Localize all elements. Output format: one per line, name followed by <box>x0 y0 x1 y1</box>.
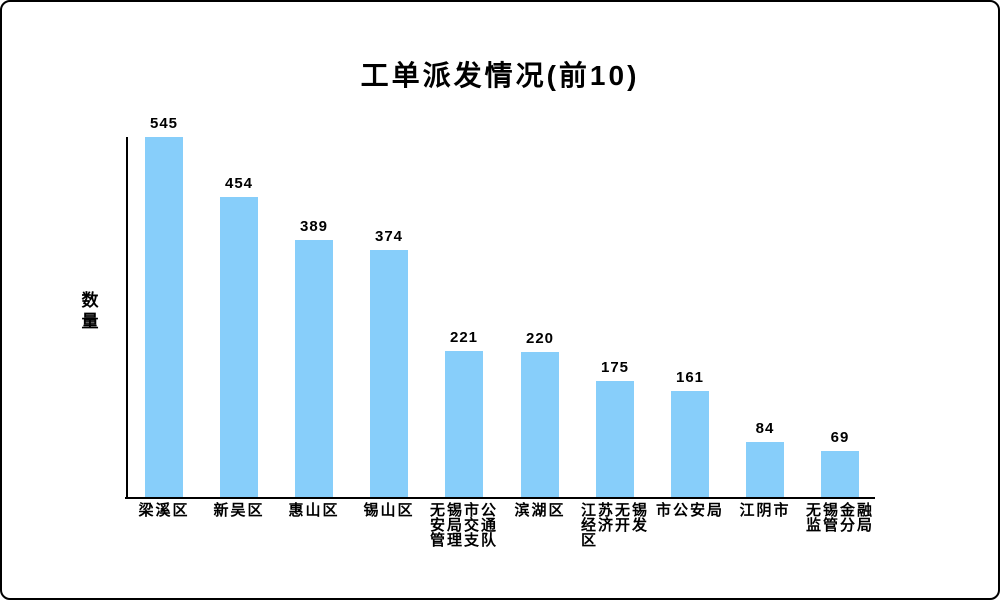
bar <box>295 240 333 497</box>
x-axis-category-label-line: 经济开发 <box>580 517 650 534</box>
x-axis-category-label: 江苏无锡 经济开发区 <box>581 503 649 548</box>
bar <box>821 451 859 497</box>
bar-value-label: 84 <box>755 420 775 437</box>
x-axis-category-label: 无锡市公 安局交通 管理支队 <box>430 503 498 548</box>
x-axis-category-label-line: 滨湖区 <box>514 502 566 519</box>
x-axis-category-label-line: 锡山区 <box>363 502 415 519</box>
x-axis-category-label-line: 江阴市 <box>739 502 791 519</box>
bar <box>521 352 559 497</box>
bar-value-label: 389 <box>299 218 329 235</box>
x-axis-category-label-line: 市公安局 <box>655 502 725 519</box>
bar-value-label: 221 <box>449 329 479 346</box>
x-axis-category-label: 惠山区 <box>288 503 339 518</box>
bar <box>370 250 408 497</box>
bar-value-label: 545 <box>149 115 179 132</box>
x-axis-category-label: 无锡金融 监管分局 <box>806 503 874 533</box>
x-axis-category-label-line: 梁溪区 <box>138 502 190 519</box>
x-axis-line <box>125 497 875 499</box>
bar-value-label: 220 <box>525 330 555 347</box>
bar <box>746 442 784 497</box>
chart-title: 工单派发情况(前10) <box>360 60 640 91</box>
bar <box>596 381 634 497</box>
x-axis-category-label-line: 新吴区 <box>213 502 265 519</box>
x-axis-category-label-line: 惠山区 <box>288 502 340 519</box>
y-axis-line <box>126 137 128 497</box>
x-axis-category-label: 新吴区 <box>213 503 264 518</box>
x-axis-category-label-line: 无锡市公 <box>429 502 499 519</box>
x-axis-category-label: 市公安局 <box>656 503 724 518</box>
x-axis-category-label-line: 区 <box>580 532 599 549</box>
bar <box>671 391 709 497</box>
bar-value-label: 374 <box>374 228 404 245</box>
bar <box>220 197 258 497</box>
x-axis-category-label-line: 无锡金融 <box>805 502 875 519</box>
x-axis-category-label-line: 安局交通 <box>429 517 499 534</box>
y-axis-label: 数量 <box>81 291 99 332</box>
bar-value-label: 69 <box>830 429 850 446</box>
x-axis-category-label: 江阴市 <box>739 503 790 518</box>
x-axis-category-label: 锡山区 <box>363 503 414 518</box>
x-axis-category-label-line: 监管分局 <box>805 517 875 534</box>
x-axis-category-label-line: 江苏无锡 <box>580 502 650 519</box>
bar-value-label: 161 <box>675 369 705 386</box>
bar-value-label: 454 <box>224 175 254 192</box>
bar <box>145 137 183 497</box>
bar-value-label: 175 <box>600 359 630 376</box>
bar <box>445 351 483 497</box>
x-axis-category-label: 梁溪区 <box>138 503 189 518</box>
x-axis-category-label: 滨湖区 <box>514 503 565 518</box>
x-axis-category-label-line: 管理支队 <box>429 532 499 549</box>
